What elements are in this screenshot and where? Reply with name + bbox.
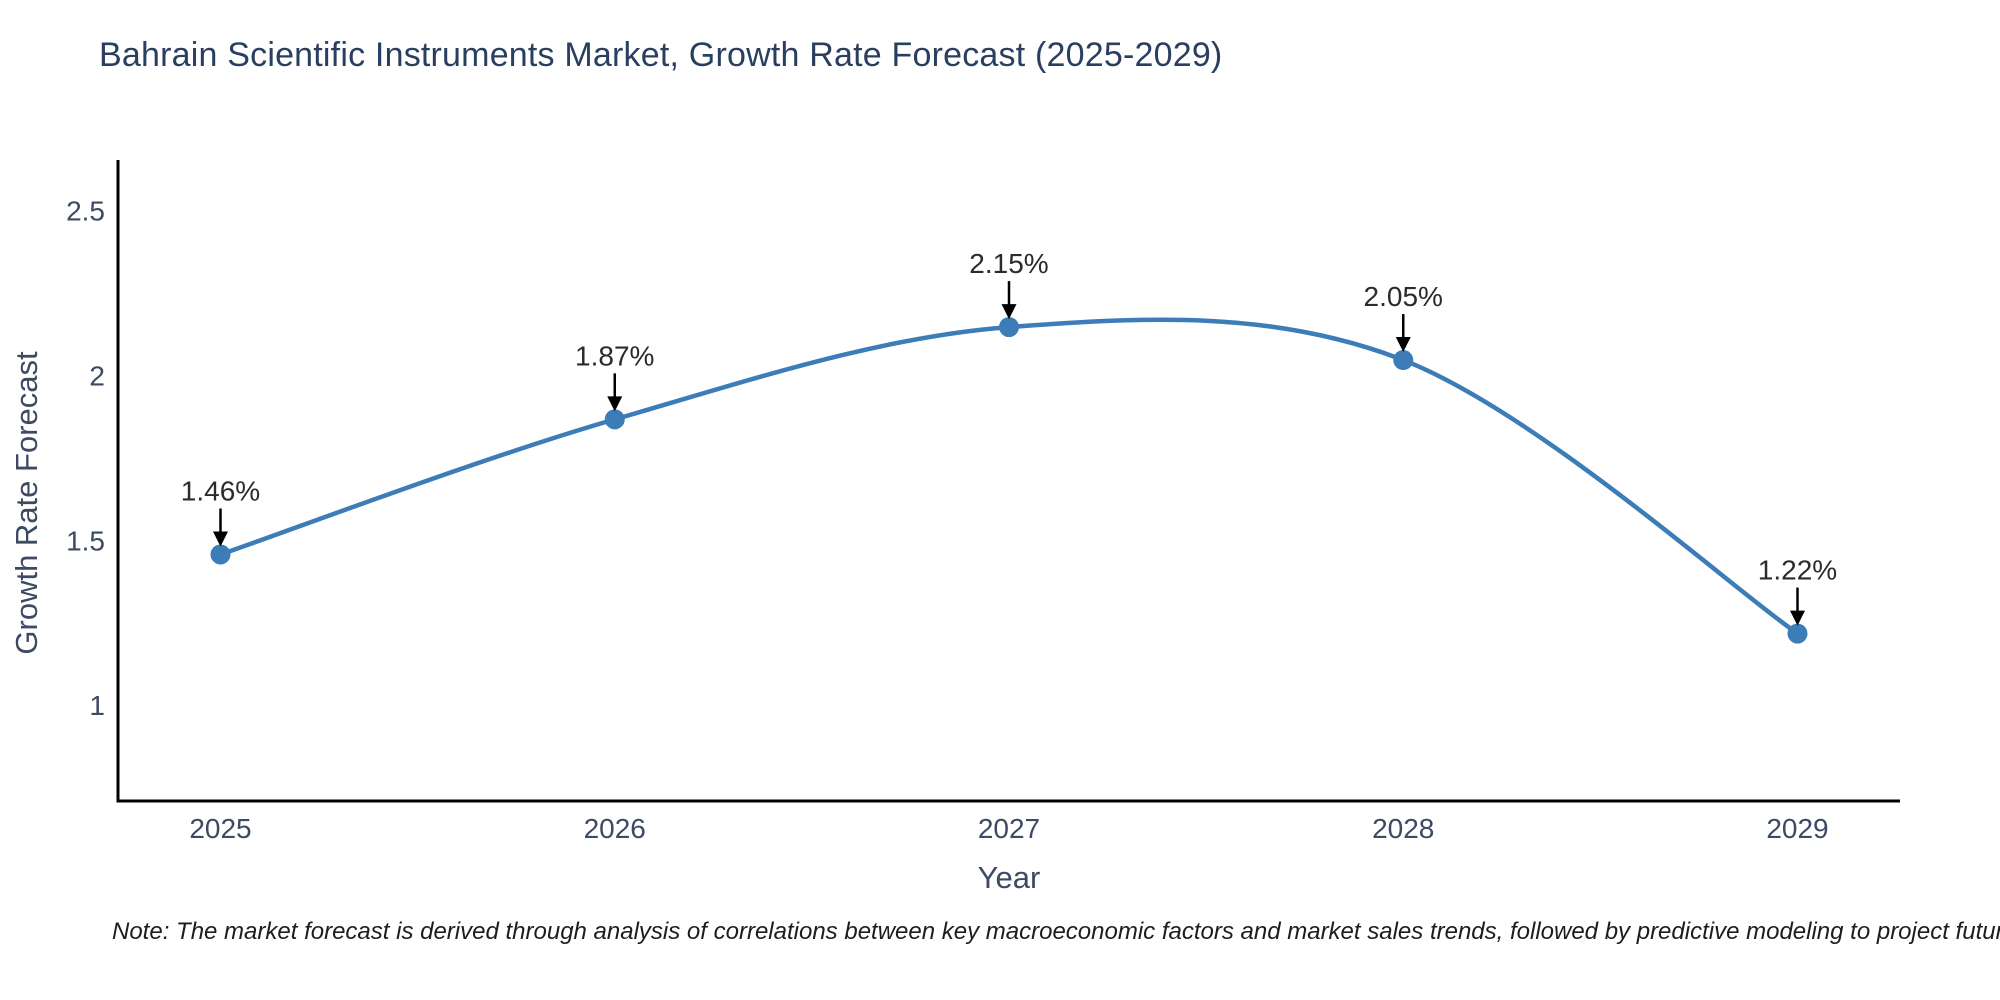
data-point-marker: [1393, 350, 1414, 371]
data-point-marker: [604, 409, 625, 430]
data-point-label: 2.05%: [1364, 281, 1443, 312]
x-tick-label: 2028: [1372, 813, 1434, 844]
x-tick-label: 2027: [978, 813, 1040, 844]
x-tick-label: 2029: [1766, 813, 1828, 844]
y-tick-label: 2.5: [66, 196, 105, 227]
annotation-arrow-head: [607, 396, 623, 412]
annotation-arrow-head: [1395, 337, 1411, 353]
annotation-arrow-head: [1001, 304, 1017, 320]
forecast-line: [218, 317, 1800, 636]
x-axis-title: Year: [977, 860, 1041, 895]
annotation-arrow-head: [1789, 610, 1805, 626]
annotation-arrow-head: [213, 531, 229, 547]
y-tick-label: 1.5: [66, 525, 105, 556]
footnote: Note: The market forecast is derived thr…: [112, 918, 2000, 945]
y-tick-label: 2: [89, 361, 105, 392]
data-point-marker: [999, 317, 1019, 338]
data-point-label: 1.46%: [181, 475, 260, 506]
data-point-label: 1.22%: [1758, 555, 1837, 586]
data-point-marker: [1787, 623, 1808, 644]
x-tick-label: 2026: [584, 813, 646, 844]
data-point-label: 1.87%: [575, 340, 654, 371]
data-point-marker: [210, 544, 231, 565]
y-tick-label: 1: [89, 690, 105, 721]
chart-title: Bahrain Scientific Instruments Market, G…: [99, 36, 1223, 74]
x-tick-label: 2025: [189, 813, 251, 844]
data-point-label: 2.15%: [969, 248, 1048, 279]
